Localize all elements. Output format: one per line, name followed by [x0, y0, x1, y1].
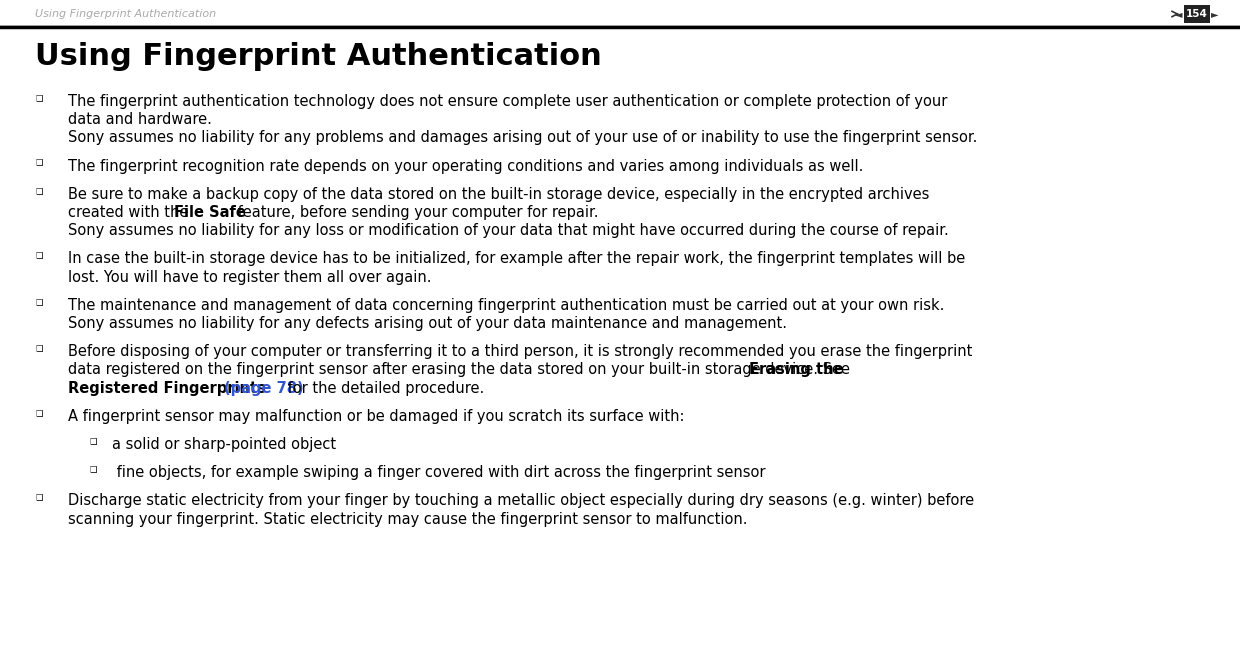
Text: ❑: ❑ [35, 298, 42, 307]
Text: Erasing the: Erasing the [749, 362, 843, 378]
Text: The fingerprint recognition rate depends on your operating conditions and varies: The fingerprint recognition rate depends… [68, 159, 863, 174]
Text: lost. You will have to register them all over again.: lost. You will have to register them all… [68, 270, 432, 284]
Text: ❑: ❑ [35, 494, 42, 502]
Text: Sony assumes no liability for any loss or modification of your data that might h: Sony assumes no liability for any loss o… [68, 223, 949, 238]
Text: ❑: ❑ [35, 186, 42, 196]
Text: Discharge static electricity from your finger by touching a metallic object espe: Discharge static electricity from your f… [68, 494, 975, 508]
Text: ❑: ❑ [91, 437, 98, 446]
Text: The fingerprint authentication technology does not ensure complete user authenti: The fingerprint authentication technolog… [68, 94, 947, 109]
Text: ◄: ◄ [1176, 9, 1183, 19]
Text: Sony assumes no liability for any defects arising out of your data maintenance a: Sony assumes no liability for any defect… [68, 316, 787, 331]
Text: 154: 154 [1187, 9, 1208, 19]
Text: ❑: ❑ [35, 251, 42, 260]
Text: A fingerprint sensor may malfunction or be damaged if you scratch its surface wi: A fingerprint sensor may malfunction or … [68, 409, 684, 424]
Text: data registered on the fingerprint sensor after erasing the data stored on your : data registered on the fingerprint senso… [68, 362, 854, 378]
Text: ❑: ❑ [35, 159, 42, 168]
Text: scanning your fingerprint. Static electricity may cause the fingerprint sensor t: scanning your fingerprint. Static electr… [68, 511, 748, 527]
Text: created with the: created with the [68, 205, 193, 220]
FancyBboxPatch shape [1184, 5, 1210, 23]
Text: ►: ► [1211, 9, 1219, 19]
Text: for the detailed procedure.: for the detailed procedure. [283, 380, 484, 396]
Text: fine objects, for example swiping a finger covered with dirt across the fingerpr: fine objects, for example swiping a fing… [112, 465, 765, 480]
Text: Sony assumes no liability for any problems and damages arising out of your use o: Sony assumes no liability for any proble… [68, 131, 977, 145]
Text: Be sure to make a backup copy of the data stored on the built-in storage device,: Be sure to make a backup copy of the dat… [68, 186, 929, 202]
Text: a solid or sharp-pointed object: a solid or sharp-pointed object [112, 437, 336, 452]
Text: Using Fingerprint Authentication: Using Fingerprint Authentication [35, 9, 216, 19]
Text: feature, before sending your computer for repair.: feature, before sending your computer fo… [233, 205, 598, 220]
Text: In case the built-in storage device has to be initialized, for example after the: In case the built-in storage device has … [68, 251, 965, 266]
Text: The maintenance and management of data concerning fingerprint authentication mus: The maintenance and management of data c… [68, 298, 945, 313]
Text: ❑: ❑ [35, 94, 42, 103]
Text: data and hardware.: data and hardware. [68, 112, 212, 127]
Text: ❑: ❑ [35, 409, 42, 418]
Text: Before disposing of your computer or transferring it to a third person, it is st: Before disposing of your computer or tra… [68, 344, 972, 359]
Text: Using Fingerprint Authentication: Using Fingerprint Authentication [35, 42, 601, 71]
Text: (page 78): (page 78) [224, 380, 304, 396]
Text: File Safe: File Safe [174, 205, 246, 220]
Text: ❑: ❑ [35, 344, 42, 353]
Text: ❑: ❑ [91, 465, 98, 474]
Text: Registered Fingerprints: Registered Fingerprints [68, 380, 272, 396]
